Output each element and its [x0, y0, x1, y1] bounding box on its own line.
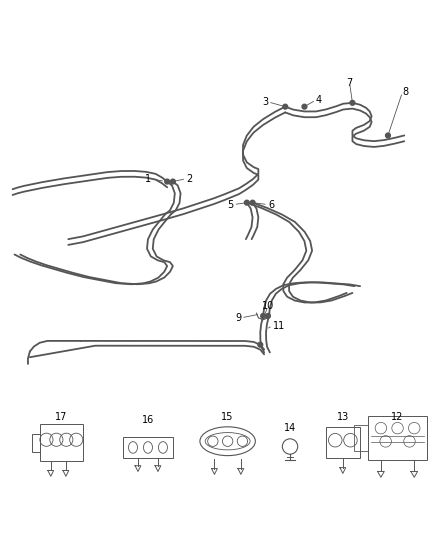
- Text: 5: 5: [227, 199, 233, 209]
- Text: 9: 9: [235, 313, 241, 323]
- Circle shape: [250, 200, 255, 205]
- Text: 1: 1: [145, 174, 151, 184]
- Text: 6: 6: [268, 199, 274, 209]
- Circle shape: [165, 179, 170, 184]
- Circle shape: [385, 133, 390, 138]
- Circle shape: [170, 179, 175, 184]
- Circle shape: [244, 200, 249, 205]
- Text: 2: 2: [186, 174, 193, 184]
- Text: 10: 10: [262, 301, 274, 311]
- Text: 3: 3: [262, 97, 268, 107]
- Circle shape: [258, 342, 263, 347]
- Circle shape: [265, 313, 270, 318]
- Circle shape: [350, 100, 355, 105]
- Text: 8: 8: [403, 87, 409, 97]
- Bar: [40, 424, 83, 461]
- Bar: [354, 425, 368, 451]
- Bar: [32, 433, 40, 452]
- Text: 11: 11: [273, 320, 285, 330]
- Text: 4: 4: [316, 95, 322, 105]
- Text: 14: 14: [284, 423, 296, 433]
- Circle shape: [261, 313, 265, 318]
- Bar: [368, 416, 427, 460]
- Text: 16: 16: [142, 415, 154, 425]
- Bar: [123, 437, 173, 458]
- Circle shape: [302, 104, 307, 109]
- Text: 12: 12: [392, 411, 404, 422]
- Text: 15: 15: [222, 411, 234, 422]
- Circle shape: [283, 104, 288, 109]
- Text: 7: 7: [346, 78, 353, 87]
- Text: 13: 13: [337, 411, 349, 422]
- Text: 17: 17: [55, 411, 68, 422]
- Bar: [325, 427, 360, 458]
